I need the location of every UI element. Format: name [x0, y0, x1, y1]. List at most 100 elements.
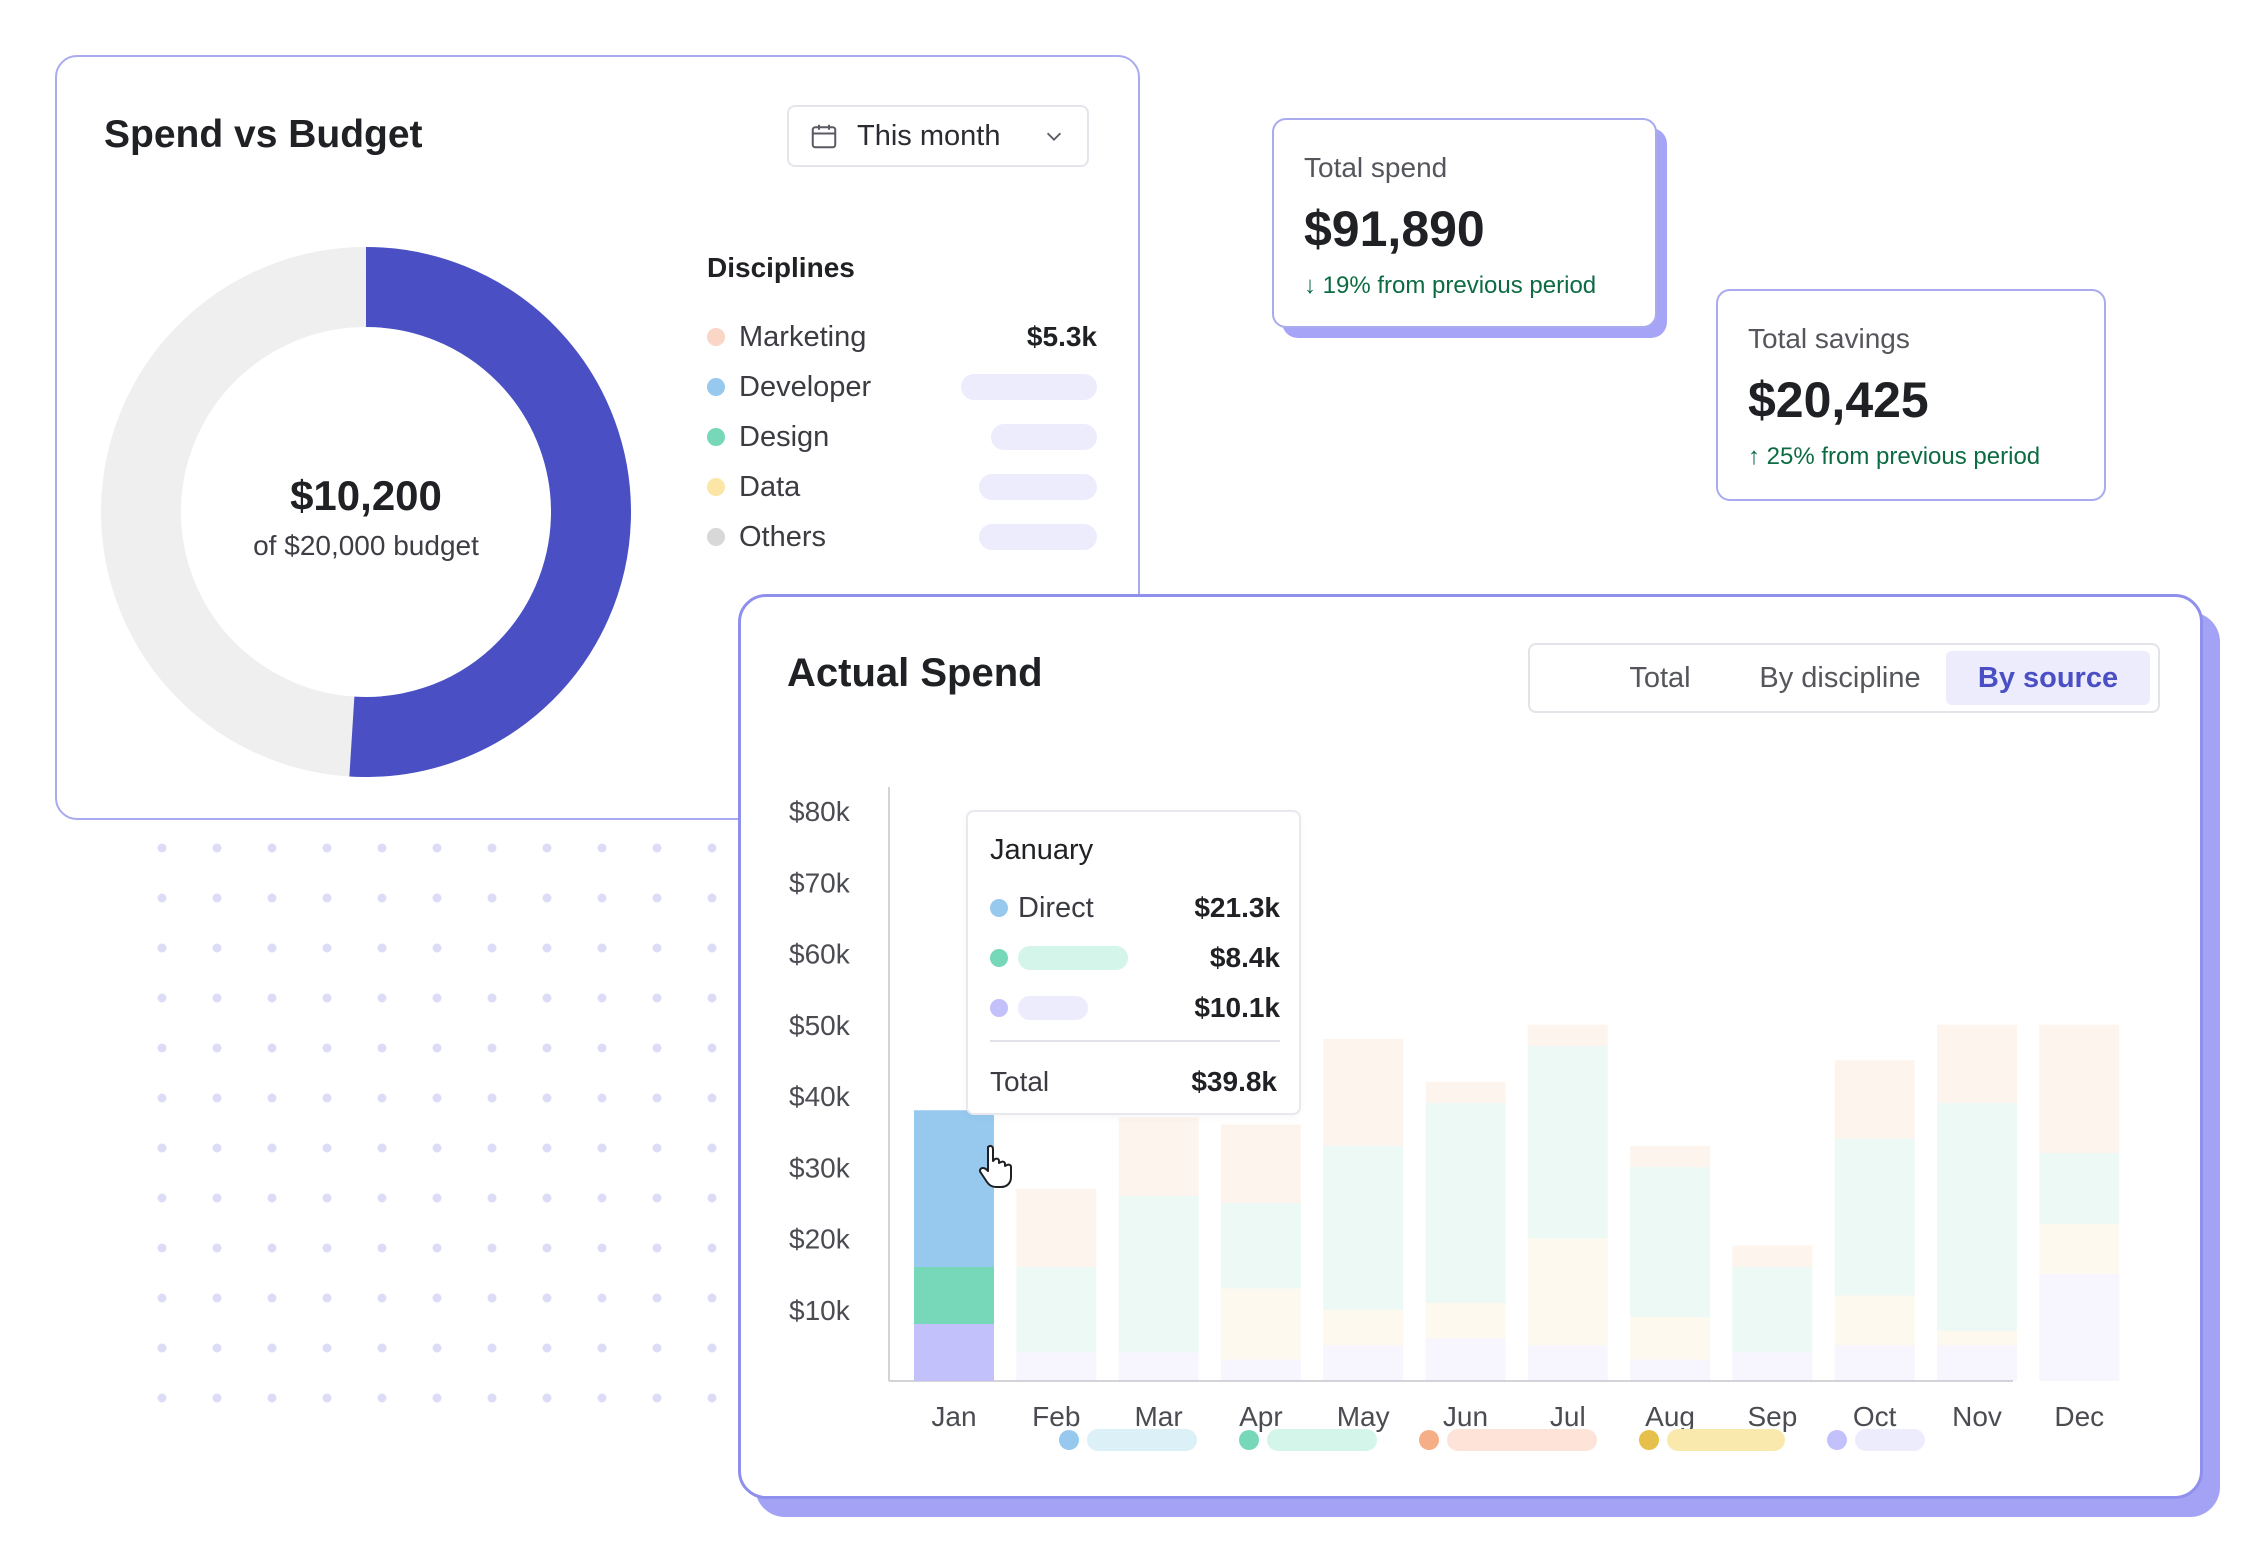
bar-segment-jul[interactable] [1527, 1345, 1608, 1381]
bar-segment-dec[interactable] [2039, 1153, 2120, 1225]
background-dot [157, 1343, 167, 1353]
bar-segment-jun[interactable] [1425, 1338, 1506, 1381]
bar-segment-oct[interactable] [1834, 1295, 1915, 1346]
background-dot [542, 1193, 552, 1203]
bar-segment-jan[interactable] [914, 1110, 994, 1267]
bar-segment-may[interactable] [1323, 1345, 1404, 1381]
legend-item[interactable] [1639, 1429, 1785, 1451]
background-dot [157, 943, 167, 953]
discipline-row-others[interactable]: Others [707, 517, 1097, 557]
disciplines-heading: Disciplines [707, 252, 855, 283]
date-range-select[interactable]: This month [787, 105, 1089, 167]
background-dot [707, 1393, 717, 1403]
bar-segment-jun[interactable] [1425, 1081, 1506, 1104]
background-dot [157, 1043, 167, 1053]
tab-by-source[interactable]: By source [1946, 651, 2150, 705]
background-dot [597, 993, 607, 1003]
background-dot [707, 1043, 717, 1053]
bar-segment-aug[interactable] [1630, 1316, 1711, 1360]
background-dot [542, 893, 552, 903]
bar-segment-mar[interactable] [1118, 1195, 1199, 1353]
bar-segment-oct[interactable] [1834, 1060, 1915, 1139]
discipline-row-data[interactable]: Data [707, 467, 1097, 507]
bar-segment-apr[interactable] [1220, 1124, 1301, 1203]
background-dot [597, 1243, 607, 1253]
bar-segment-sep[interactable] [1732, 1352, 1813, 1382]
bar-segment-jan[interactable] [914, 1324, 994, 1381]
background-dot [322, 1143, 332, 1153]
bar-segment-oct[interactable] [1834, 1345, 1915, 1381]
y-tick-label: $20k [789, 1224, 851, 1255]
bar-segment-may[interactable] [1323, 1309, 1404, 1346]
bar-segment-jul[interactable] [1527, 1238, 1608, 1346]
bar-segment-may[interactable] [1323, 1145, 1404, 1310]
tooltip-row-value: $10.1k [1194, 992, 1280, 1023]
background-dot [267, 1093, 277, 1103]
tab-by-discipline[interactable]: By discipline [1759, 661, 1921, 694]
calendar-icon [811, 124, 837, 149]
bar-segment-nov[interactable] [1937, 1024, 2017, 1104]
background-dot [377, 1043, 387, 1053]
legend-item[interactable] [1419, 1429, 1597, 1451]
discipline-row-developer[interactable]: Developer [707, 367, 1097, 407]
background-dot [157, 843, 167, 853]
bar-segment-oct[interactable] [1834, 1138, 1915, 1296]
bar-segment-mar[interactable] [1118, 1352, 1199, 1382]
bar-segment-aug[interactable] [1630, 1145, 1711, 1168]
background-dot [487, 1193, 497, 1203]
bar-segment-apr[interactable] [1220, 1202, 1301, 1289]
tab-total[interactable]: Total [1629, 661, 1691, 694]
bar-segment-aug[interactable] [1630, 1167, 1711, 1317]
legend-item[interactable] [1059, 1429, 1197, 1451]
background-dot [652, 1293, 662, 1303]
background-dot [432, 1293, 442, 1303]
background-dot [267, 1293, 277, 1303]
bar-segment-feb[interactable] [1016, 1352, 1097, 1382]
date-range-value: This month [857, 119, 1001, 152]
legend-item[interactable] [1827, 1429, 1925, 1451]
bar-segment-mar[interactable] [1118, 1117, 1199, 1196]
legend-item[interactable] [1239, 1429, 1377, 1451]
bar-segment-may[interactable] [1323, 1039, 1404, 1146]
bar-segment-jul[interactable] [1527, 1024, 1608, 1047]
background-dot [212, 1343, 222, 1353]
x-tick-label: Dec [2054, 1401, 2104, 1432]
background-dot [652, 1343, 662, 1353]
bar-segment-aug[interactable] [1630, 1359, 1711, 1381]
bar-segment-feb[interactable] [1016, 1267, 1097, 1353]
discipline-row-design[interactable]: Design [707, 417, 1097, 457]
background-dot [597, 1193, 607, 1203]
bar-segment-apr[interactable] [1220, 1288, 1301, 1360]
bar-segment-dec[interactable] [2039, 1024, 2120, 1153]
bar-segment-feb[interactable] [1016, 1188, 1097, 1267]
bar-segment-nov[interactable] [1937, 1331, 2017, 1346]
discipline-row-marketing[interactable]: Marketing $5.3k [707, 317, 1097, 357]
discipline-label: Others [739, 520, 827, 553]
background-dot [322, 893, 332, 903]
value-placeholder [979, 474, 1097, 500]
background-dot [597, 1143, 607, 1153]
bar-segment-jul[interactable] [1527, 1046, 1608, 1239]
bar-segment-dec[interactable] [2039, 1224, 2120, 1275]
bar-segment-nov[interactable] [1937, 1103, 2017, 1332]
bar-segment-dec[interactable] [2039, 1274, 2120, 1381]
tooltip-divider [990, 1040, 1280, 1042]
bar-segment-sep[interactable] [1732, 1267, 1813, 1353]
bar-segment-jan[interactable] [914, 1267, 994, 1324]
bar-segment-nov[interactable] [1937, 1345, 2017, 1381]
background-dot [432, 1093, 442, 1103]
y-tick-label: $80k [789, 796, 851, 827]
tooltip-row-value: $8.4k [1209, 942, 1280, 973]
bar-segment-jun[interactable] [1425, 1302, 1506, 1339]
background-dot [377, 843, 387, 853]
legend-color-dot [1239, 1430, 1259, 1450]
value-placeholder [979, 524, 1097, 550]
bar-segment-sep[interactable] [1732, 1245, 1813, 1267]
bar-segment-apr[interactable] [1220, 1359, 1301, 1381]
bar-segment-jun[interactable] [1425, 1103, 1506, 1303]
x-tick-label: Jul [1550, 1401, 1586, 1432]
discipline-label: Data [739, 470, 801, 503]
background-dot [597, 943, 607, 953]
background-dot [707, 1293, 717, 1303]
background-dot [322, 1093, 332, 1103]
